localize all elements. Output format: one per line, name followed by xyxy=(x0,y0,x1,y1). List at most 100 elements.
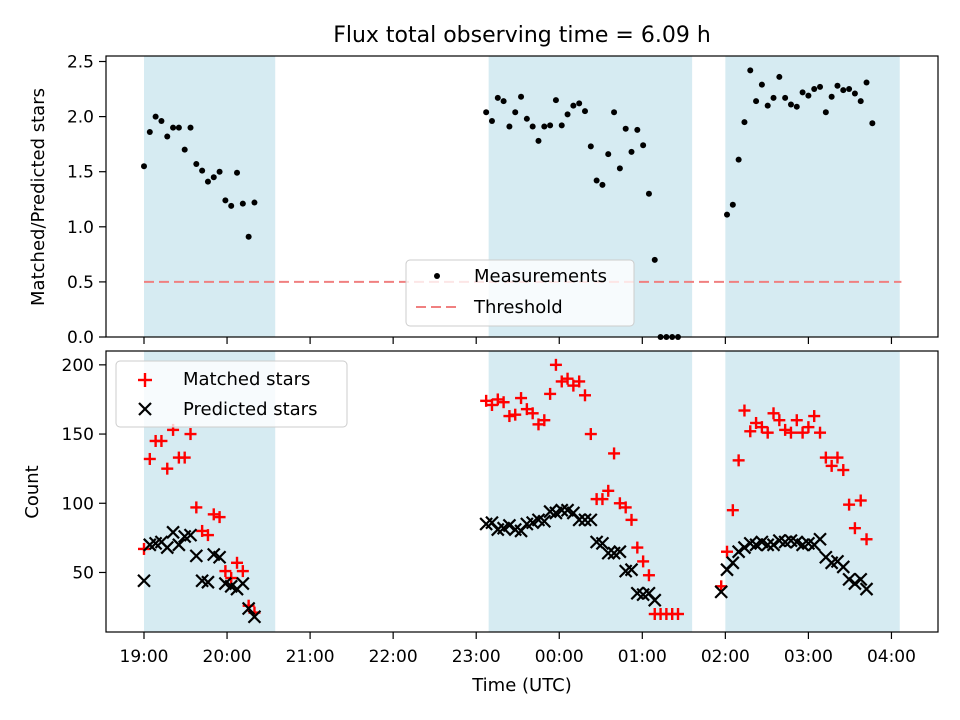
predicted-star-point xyxy=(572,513,586,527)
bottom-plot-frame xyxy=(105,350,939,633)
measurement-point xyxy=(547,122,554,129)
predicted-star-point xyxy=(172,538,186,552)
predicted-star-stroke xyxy=(642,586,656,601)
predicted-star-point xyxy=(766,538,781,552)
predicted-star-stroke xyxy=(584,513,598,527)
measurement-point xyxy=(758,81,765,88)
y-tick-label: 1.5 xyxy=(67,163,94,183)
measurement-point xyxy=(640,142,647,149)
matched-star-point xyxy=(503,410,516,423)
matched-star-point xyxy=(509,408,522,421)
predicted-star-stroke xyxy=(160,540,175,555)
measurement-point xyxy=(645,190,652,197)
matched-star-point xyxy=(555,375,568,388)
matched-star-point xyxy=(155,434,168,447)
predicted-star-stroke xyxy=(137,574,151,588)
predicted-star-stroke xyxy=(714,585,728,599)
predicted-star-stroke xyxy=(784,533,798,548)
measurement-point xyxy=(204,178,211,185)
matched-star-point xyxy=(596,493,609,506)
predicted-star-stroke xyxy=(842,572,856,587)
predicted-star-stroke xyxy=(613,544,627,559)
measurement-point xyxy=(581,108,588,115)
measurement-point xyxy=(175,124,182,131)
predicted-star-point xyxy=(842,572,856,587)
measurement-point xyxy=(805,92,812,99)
measurement-point xyxy=(552,97,559,104)
measurement-point xyxy=(599,181,606,188)
predicted-star-stroke xyxy=(189,549,204,563)
measurement-point xyxy=(753,98,760,105)
y-tick-label: 1.0 xyxy=(67,218,94,238)
predicted-star-stroke xyxy=(624,562,639,577)
predicted-star-point xyxy=(595,536,610,551)
predicted-star-point xyxy=(183,528,198,542)
predicted-star-stroke xyxy=(766,538,781,552)
predicted-star-stroke xyxy=(848,576,862,591)
legend-matched-label: Matched stars xyxy=(183,369,310,390)
predicted-star-point xyxy=(859,582,874,596)
x-tick-label: 19:00 xyxy=(120,647,169,667)
measurement-point xyxy=(776,73,783,80)
x-tick-label: 04:00 xyxy=(867,647,916,667)
predicted-star-stroke xyxy=(772,533,787,548)
measurement-point xyxy=(210,174,217,181)
predicted-star-point xyxy=(613,544,627,559)
legend-measurements-label: Measurements xyxy=(474,266,607,287)
predicted-star-stroke xyxy=(859,582,874,596)
predicted-star-point xyxy=(714,585,728,599)
top-y-axis-label: Matched/Predicted stars xyxy=(28,88,49,306)
measurement-point xyxy=(593,177,600,184)
x-tick-label: 20:00 xyxy=(203,647,252,667)
y-tick-label: 100 xyxy=(62,494,94,514)
matched-star-point xyxy=(219,565,232,578)
measurement-point xyxy=(735,156,742,163)
bottom-y-axis-label: Count xyxy=(22,465,43,518)
measurement-point xyxy=(494,94,501,101)
matched-star-point xyxy=(561,372,574,385)
predicted-star-stroke xyxy=(589,535,604,549)
measurement-point xyxy=(834,82,841,89)
matched-star-point xyxy=(544,387,557,400)
measurement-point xyxy=(187,124,194,131)
measurement-point xyxy=(793,103,800,110)
matched-star-point xyxy=(808,410,821,423)
y-tick-label: 50 xyxy=(72,563,94,583)
bottom-panel: 50 100 150 200 19:00 20:00 21:00 22:00 23:00 00:… xyxy=(22,350,939,696)
observing-window xyxy=(725,56,900,337)
predicted-star-stroke xyxy=(731,544,746,559)
matched-star-point xyxy=(637,555,650,568)
predicted-star-point xyxy=(813,532,827,547)
matched-star-point xyxy=(790,414,803,427)
matched-star-point xyxy=(721,545,734,558)
predicted-star-stroke xyxy=(537,514,552,529)
top-panel: 0.0 0.5 1.0 1.5 2.0 2.5 Matched/Predicted sta… xyxy=(28,53,939,348)
measurement-point xyxy=(628,148,635,155)
predicted-star-point xyxy=(737,540,752,555)
matched-star-point xyxy=(796,426,809,439)
predicted-star-stroke xyxy=(166,525,180,540)
measurement-point xyxy=(541,123,548,130)
predicted-star-point xyxy=(236,576,250,591)
matched-star-point xyxy=(642,569,655,582)
x-tick-label: 00:00 xyxy=(535,647,584,667)
y-tick-label: 200 xyxy=(62,356,94,376)
predicted-star-stroke xyxy=(241,601,256,616)
matched-star-point xyxy=(143,452,156,465)
matched-star-point xyxy=(825,459,838,472)
measurement-point xyxy=(846,86,853,93)
measurement-point xyxy=(158,118,165,125)
predicted-star-point xyxy=(247,609,262,624)
predicted-star-point xyxy=(189,549,204,563)
measurement-point xyxy=(634,126,641,133)
y-tick-label: 150 xyxy=(62,425,94,445)
predicted-star-stroke xyxy=(554,503,569,517)
measurement-point xyxy=(651,256,658,263)
matched-star-point xyxy=(860,533,873,546)
predicted-star-point xyxy=(848,576,862,591)
measurement-point xyxy=(741,119,748,126)
predicted-star-stroke xyxy=(647,593,662,607)
matched-star-points xyxy=(138,358,873,621)
matched-star-point xyxy=(625,513,638,526)
matched-star-point xyxy=(138,542,150,555)
